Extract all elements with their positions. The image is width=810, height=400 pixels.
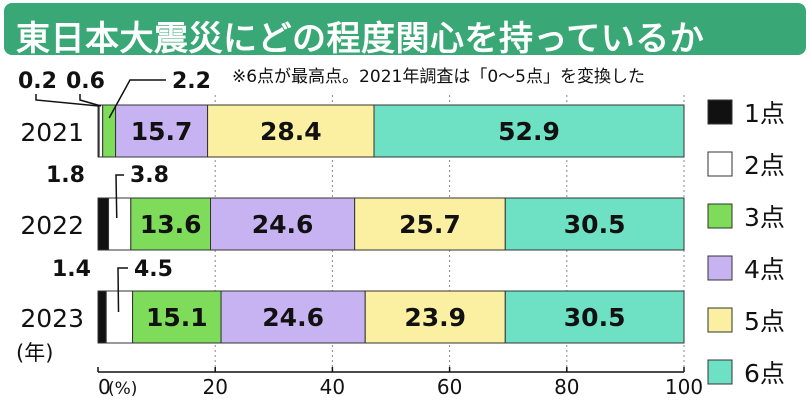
data-label-small: 3.8 (130, 163, 169, 188)
bar-segment (207, 104, 375, 158)
data-label-small: 1.4 (52, 257, 91, 282)
leader-line (35, 94, 99, 107)
legend-label: 4点 (744, 255, 785, 284)
bar-segment (354, 197, 506, 251)
category-label: 2023 (20, 304, 84, 333)
bar-segment (97, 290, 107, 344)
bar-segment (115, 104, 209, 158)
legend-label: 1点 (744, 99, 785, 128)
bar-segment (504, 197, 685, 251)
x-tick-label: 0 (98, 375, 111, 399)
chart-note: ※6点が最高点。2021年調査は「0～5点」を変換した (232, 67, 645, 87)
legend-swatch (707, 255, 733, 281)
legend-label: 3点 (744, 203, 785, 232)
data-label: 15.7 (131, 117, 193, 146)
bar-segment (98, 104, 104, 158)
x-unit-label: (%) (108, 379, 137, 399)
bar-segment (130, 197, 212, 251)
category-label: 2021 (20, 118, 84, 147)
data-label: 25.7 (399, 210, 461, 239)
chart-title: 東日本大震災にどの程度関心を持っているか (16, 19, 705, 59)
leader-line (117, 267, 128, 313)
legend-label: 6点 (744, 359, 785, 388)
x-tick-label: 20 (202, 375, 227, 399)
bar-segment (102, 104, 117, 158)
data-label-small: 0.2 (18, 69, 57, 94)
data-label: 24.6 (262, 303, 324, 332)
bar-segment (504, 290, 685, 344)
legend-swatch (707, 151, 733, 177)
data-label: 13.6 (140, 210, 202, 239)
bar-segment (220, 290, 366, 344)
x-tick-label: 60 (437, 375, 462, 399)
legend-swatch (707, 99, 733, 125)
bar-segment (97, 197, 110, 251)
x-tick-label: 80 (554, 375, 579, 399)
category-unit-label: (年) (16, 341, 53, 365)
leader-line (115, 174, 124, 219)
leader-line (108, 79, 166, 119)
x-tick-label: 40 (320, 375, 345, 399)
leader-line (79, 94, 102, 107)
data-label-small: 0.6 (66, 69, 105, 94)
legend-swatch (707, 307, 733, 333)
data-label: 28.4 (260, 117, 322, 146)
data-label: 52.9 (498, 117, 560, 146)
legend-label: 5点 (744, 307, 785, 336)
data-label: 24.6 (252, 210, 314, 239)
bar-segment (105, 290, 134, 344)
bar-segment (210, 197, 356, 251)
x-tick-label: 100 (665, 375, 703, 399)
bar-segment (364, 290, 506, 344)
category-label: 2022 (20, 211, 84, 240)
data-label-small: 1.8 (46, 163, 85, 188)
data-label-small: 4.5 (134, 257, 173, 282)
data-label: 23.9 (404, 303, 466, 332)
bar-segment (108, 197, 132, 251)
data-label: 30.5 (564, 303, 626, 332)
bar-segment (373, 104, 685, 158)
data-label: 15.1 (146, 303, 208, 332)
legend-label: 2点 (744, 151, 785, 180)
data-label: 30.5 (564, 210, 626, 239)
legend-swatch (707, 359, 733, 385)
data-label-small: 2.2 (172, 69, 211, 94)
legend-swatch (707, 203, 733, 229)
title-banner: 東日本大震災にどの程度関心を持っているか (4, 3, 806, 59)
